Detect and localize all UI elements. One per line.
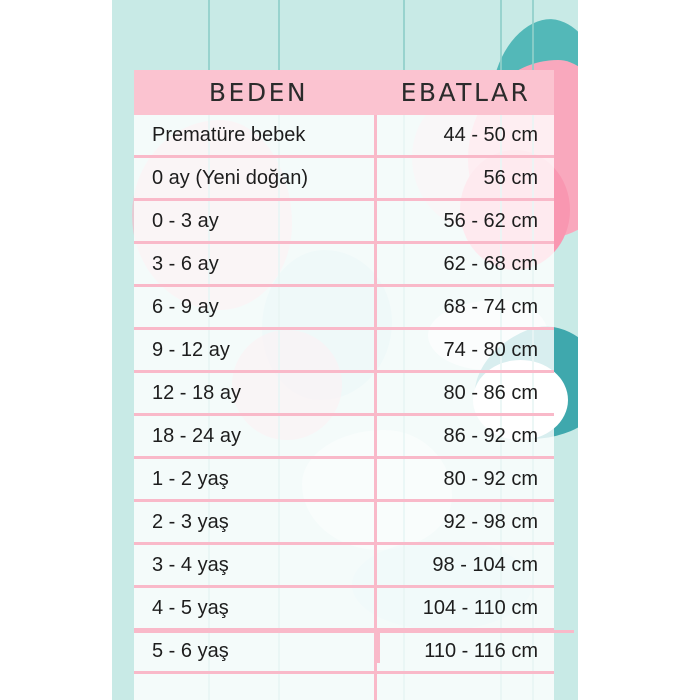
table-row-empty — [134, 674, 554, 700]
table-bottom-rule — [134, 630, 574, 633]
cell-size: 5 - 6 yaş — [134, 631, 377, 671]
cell-size: 4 - 5 yaş — [134, 588, 377, 628]
table-header-row: BEDEN EBATLAR — [134, 70, 554, 115]
cell-size: 0 - 3 ay — [134, 201, 377, 241]
cell-measurement: 98 - 104 cm — [432, 554, 538, 576]
cell-size: 2 - 3 yaş — [134, 502, 377, 542]
table-row: 0 - 3 ay 56 - 62 cm — [134, 201, 554, 244]
cell-size — [134, 674, 377, 700]
table-body: Prematüre bebek 44 - 50 cm 0 ay (Yeni do… — [134, 115, 554, 700]
cell-measurement — [377, 674, 554, 700]
table-row: 0 ay (Yeni doğan) 56 cm — [134, 158, 554, 201]
cell-size: 18 - 24 ay — [134, 416, 377, 456]
cell-measurement: 56 - 62 cm — [443, 210, 538, 232]
table-row: 18 - 24 ay 86 - 92 cm — [134, 416, 554, 459]
cell-measurement: 62 - 68 cm — [443, 253, 538, 275]
cell-size: 9 - 12 ay — [134, 330, 377, 370]
table-row: 5 - 6 yaş 110 - 116 cm — [134, 631, 554, 674]
table-row: 4 - 5 yaş 104 - 110 cm — [134, 588, 554, 631]
cell-measurement: 92 - 98 cm — [443, 511, 538, 533]
cell-measurement: 80 - 86 cm — [443, 382, 538, 404]
cell-measurement: 74 - 80 cm — [443, 339, 538, 361]
cell-measurement: 68 - 74 cm — [443, 296, 538, 318]
cell-measurement: 104 - 110 cm — [422, 597, 538, 619]
cell-measurement: 86 - 92 cm — [443, 425, 538, 447]
cell-measurement: 80 - 92 cm — [443, 468, 538, 490]
cell-size: 3 - 6 ay — [134, 244, 377, 284]
column-header-size: BEDEN — [208, 78, 309, 107]
cell-size: 6 - 9 ay — [134, 287, 377, 327]
table-row: 6 - 9 ay 68 - 74 cm — [134, 287, 554, 330]
cell-size: 1 - 2 yaş — [134, 459, 377, 499]
table-row: 1 - 2 yaş 80 - 92 cm — [134, 459, 554, 502]
cell-measurement: 110 - 116 cm — [424, 640, 538, 662]
cell-size: Prematüre bebek — [134, 115, 377, 155]
table-row: Prematüre bebek 44 - 50 cm — [134, 115, 554, 158]
table-row: 3 - 4 yaş 98 - 104 cm — [134, 545, 554, 588]
column-divider-tail — [377, 633, 380, 663]
column-header-measurement: EBATLAR — [400, 78, 531, 107]
table-row: 9 - 12 ay 74 - 80 cm — [134, 330, 554, 373]
table-row: 3 - 6 ay 62 - 68 cm — [134, 244, 554, 287]
cell-size: 12 - 18 ay — [134, 373, 377, 413]
cell-size: 3 - 4 yaş — [134, 545, 377, 585]
size-chart-table: BEDEN EBATLAR Prematüre bebek 44 - 50 cm… — [134, 70, 554, 700]
cell-measurement: 56 cm — [483, 167, 538, 189]
table-row: 12 - 18 ay 80 - 86 cm — [134, 373, 554, 416]
cell-size: 0 ay (Yeni doğan) — [134, 158, 377, 198]
table-row: 2 - 3 yaş 92 - 98 cm — [134, 502, 554, 545]
cell-measurement: 44 - 50 cm — [443, 124, 538, 146]
